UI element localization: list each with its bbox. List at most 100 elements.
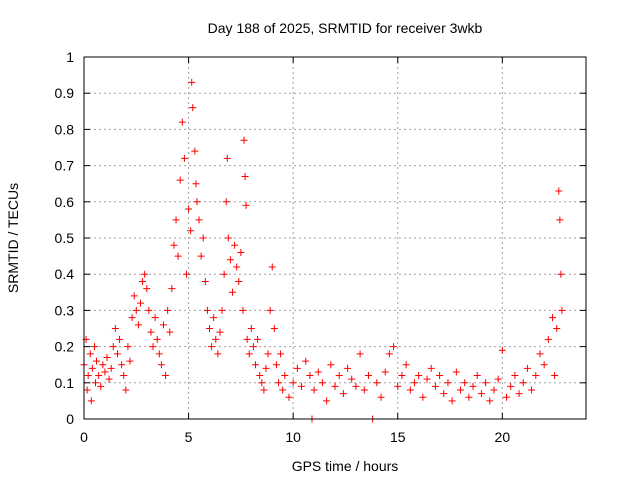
data-point [201, 277, 209, 285]
data-point [436, 372, 444, 380]
data-point [390, 343, 398, 351]
data-point [193, 198, 201, 206]
data-point [159, 321, 167, 329]
x-tick-label: 10 [285, 429, 301, 445]
data-point [385, 350, 393, 358]
data-point [203, 306, 211, 314]
data-point [240, 136, 248, 144]
y-tick-label: 0.2 [55, 339, 75, 355]
data-point [185, 205, 193, 213]
data-point [331, 382, 339, 390]
data-point [223, 154, 231, 162]
data-point [242, 201, 250, 209]
data-point [410, 379, 418, 387]
data-point [327, 361, 335, 369]
grid [84, 57, 586, 419]
x-tick-label: 0 [80, 429, 88, 445]
data-point [507, 382, 515, 390]
data-point [427, 364, 435, 372]
data-point [431, 382, 439, 390]
data-point [199, 234, 207, 242]
data-point [258, 379, 266, 387]
data-point [266, 306, 274, 314]
data-point [277, 350, 285, 358]
data-point [339, 390, 347, 398]
data-point [192, 180, 200, 188]
data-point [473, 372, 481, 380]
data-point [83, 386, 91, 394]
x-tick-label: 20 [495, 429, 511, 445]
data-point [191, 147, 199, 155]
data-point [86, 350, 94, 358]
data-point [419, 393, 427, 401]
data-point [174, 252, 182, 260]
data-point [170, 241, 178, 249]
data-point [118, 361, 126, 369]
axis-ticks: 00.10.20.30.40.50.60.70.80.910 5 10 15 20 [55, 49, 586, 445]
data-point [252, 361, 260, 369]
data-point [122, 386, 130, 394]
y-tick-label: 0.5 [55, 230, 75, 246]
data-point [124, 343, 132, 351]
data-point [147, 328, 155, 336]
data-point [289, 379, 297, 387]
data-point [457, 386, 464, 394]
data-point [298, 382, 306, 390]
data-point [452, 368, 460, 376]
data-point [444, 379, 452, 387]
data-point [264, 350, 272, 358]
data-point [143, 285, 151, 293]
data-point [187, 227, 195, 235]
data-point [461, 379, 469, 387]
data-point [281, 372, 289, 380]
chart-title: Day 188 of 2025, SRMTID for receiver 3wk… [208, 20, 483, 36]
data-point [352, 382, 360, 390]
data-point [544, 335, 552, 343]
y-tick-label: 0.1 [55, 375, 75, 391]
data-point [206, 325, 213, 332]
data-point [528, 386, 536, 394]
y-tick-label: 0.4 [55, 266, 75, 282]
data-point [99, 361, 107, 369]
data-point [111, 325, 119, 332]
data-point [149, 343, 157, 351]
data-point [262, 364, 270, 372]
data-point [229, 288, 237, 296]
data-point [216, 328, 224, 336]
data-point [293, 364, 301, 372]
data-point [486, 397, 494, 405]
data-point [237, 248, 245, 256]
data-point [145, 306, 153, 314]
data-point [540, 361, 548, 369]
data-point [394, 382, 402, 390]
data-point [423, 375, 431, 383]
y-tick-label: 0.7 [55, 158, 75, 174]
data-point [210, 314, 218, 322]
data-point [222, 198, 230, 206]
data-point [503, 393, 511, 401]
data-point [141, 270, 149, 278]
y-tick-label: 0.9 [55, 85, 75, 101]
data-point [172, 216, 180, 224]
data-point [176, 176, 184, 184]
data-point [511, 372, 519, 380]
data-point [557, 270, 565, 278]
data-point [139, 277, 147, 285]
data-point [285, 393, 293, 401]
data-point [151, 314, 159, 322]
data-point [97, 382, 105, 390]
data-point [335, 372, 343, 380]
data-point [279, 386, 287, 394]
data-point [126, 357, 134, 365]
data-point [212, 335, 220, 343]
data-point [381, 368, 389, 376]
data-point [134, 321, 142, 329]
data-point [166, 328, 174, 336]
data-point [109, 343, 117, 351]
data-point [153, 335, 161, 343]
data-point [310, 386, 318, 394]
data-point [268, 263, 276, 271]
data-point [93, 357, 101, 365]
x-tick-label: 15 [390, 429, 406, 445]
